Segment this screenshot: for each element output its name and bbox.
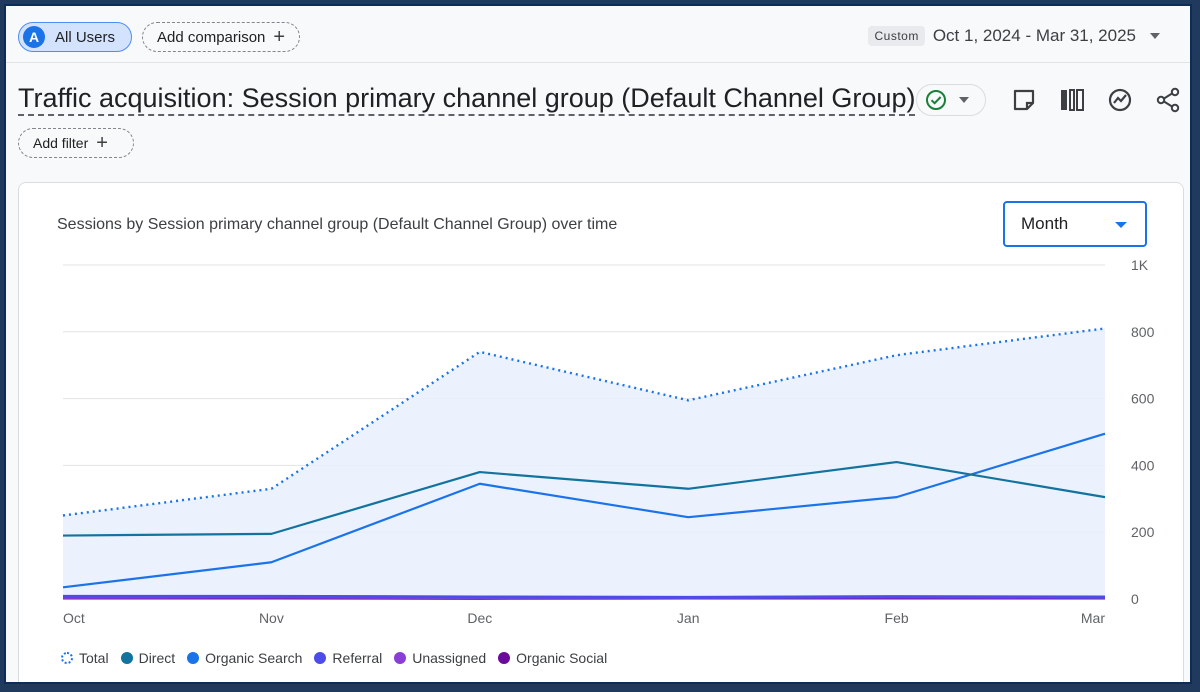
legend-label: Total — [79, 650, 109, 666]
legend-item[interactable]: Unassigned — [394, 650, 486, 666]
report-window: A All Users Add comparison + Custom Oct … — [4, 4, 1192, 684]
x-tick-label: Feb — [885, 610, 909, 626]
add-comparison-button[interactable]: Add comparison + — [142, 22, 300, 52]
legend-item[interactable]: Total — [61, 650, 109, 666]
top-bar: A All Users Add comparison + Custom Oct … — [6, 6, 1190, 63]
columns-icon[interactable] — [1058, 86, 1086, 114]
y-tick-label: 600 — [1131, 391, 1155, 407]
add-filter-label: Add filter — [33, 135, 89, 151]
legend-item[interactable]: Referral — [314, 650, 382, 666]
note-icon[interactable] — [1010, 86, 1038, 114]
date-range-picker[interactable]: Custom Oct 1, 2024 - Mar 31, 2025 — [868, 26, 1160, 46]
segment-label: All Users — [55, 28, 116, 46]
add-comparison-label: Add comparison — [157, 28, 266, 46]
legend-item[interactable]: Organic Search — [187, 650, 302, 666]
plus-icon: + — [96, 132, 108, 154]
chevron-down-icon — [959, 97, 969, 103]
y-tick-label: 800 — [1131, 324, 1155, 340]
chevron-down-icon — [1115, 222, 1127, 228]
period-select-value: Month — [1021, 214, 1069, 233]
legend-label: Organic Search — [205, 650, 303, 666]
y-tick-label: 1K — [1131, 257, 1149, 273]
add-filter-button[interactable]: Add filter + — [18, 128, 134, 158]
legend-label: Unassigned — [412, 650, 487, 666]
x-tick-label: Oct — [63, 610, 85, 626]
x-tick-label: Nov — [259, 610, 284, 626]
legend-swatch — [394, 652, 407, 664]
report-status-dropdown[interactable] — [916, 84, 986, 116]
legend-label: Direct — [138, 650, 176, 666]
line-chart: 0 200 400 600 800 1K Oct Nov Dec Jan Feb Mar — [62, 257, 1155, 626]
period-select[interactable]: Month — [1003, 201, 1147, 247]
legend-swatch — [314, 652, 327, 664]
check-circle-icon — [926, 90, 946, 110]
legend-item[interactable]: Direct — [120, 650, 176, 666]
y-tick-label: 0 — [1131, 591, 1139, 607]
plus-icon: + — [273, 26, 286, 48]
legend-label: Organic Social — [516, 650, 608, 666]
chart-card: Sessions by Session primary channel grou… — [18, 182, 1184, 682]
legend-swatch — [187, 652, 200, 664]
y-tick-label: 400 — [1131, 457, 1155, 473]
total-area — [63, 328, 1105, 599]
date-range-tag: Custom — [868, 26, 925, 46]
x-tick-label: Jan — [677, 610, 700, 626]
series-line-direct — [62, 460, 1106, 537]
legend-swatch — [498, 652, 511, 664]
chart-title: Sessions by Session primary channel grou… — [57, 216, 618, 233]
series-line-referral — [63, 594, 1106, 599]
segment-chip-all-users[interactable]: A All Users — [18, 22, 132, 52]
share-icon[interactable] — [1154, 86, 1182, 114]
y-tick-label: 200 — [1131, 524, 1155, 540]
date-range-text: Oct 1, 2024 - Mar 31, 2025 — [932, 26, 1136, 45]
page-title[interactable]: Traffic acquisition: Session primary cha… — [18, 82, 916, 116]
segment-badge: A — [23, 26, 45, 48]
chart-legend: Total Direct Organic Search Referral Unassig… — [61, 650, 619, 666]
insights-icon[interactable] — [1106, 86, 1134, 114]
legend-swatch — [61, 652, 73, 664]
legend-swatch — [120, 652, 133, 664]
legend-label: Referral — [332, 650, 383, 666]
series-line-total — [62, 327, 1106, 517]
chevron-down-icon — [1150, 33, 1160, 39]
x-tick-label: Dec — [467, 610, 492, 626]
x-tick-label: Mar — [1081, 610, 1105, 626]
legend-item[interactable]: Organic Social — [498, 650, 607, 666]
series-line-organic-search — [62, 432, 1106, 589]
